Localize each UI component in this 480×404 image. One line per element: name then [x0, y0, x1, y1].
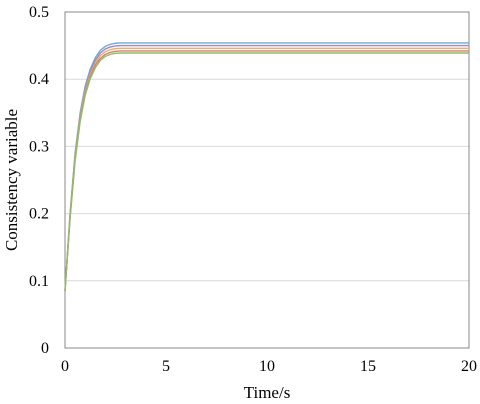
y-tick-label: 0.3	[29, 138, 49, 155]
x-axis-title: Time/s	[244, 383, 291, 402]
gridlines	[65, 78, 469, 282]
x-tick-label: 0	[61, 358, 69, 375]
series-line-2	[64, 44, 469, 291]
y-tick-label: 0.2	[29, 206, 49, 223]
series-group	[64, 42, 469, 291]
y-axis-ticks: 0 0.1 0.2 0.3 0.4 0.5	[29, 4, 49, 357]
y-tick-label: 0.5	[29, 4, 49, 21]
y-tick-label: 0.4	[29, 71, 49, 88]
series-line-4	[64, 50, 469, 291]
x-tick-label: 15	[360, 358, 376, 375]
x-axis-ticks: 0 5 10 15 20	[61, 358, 477, 375]
series-line-1	[64, 42, 469, 291]
x-tick-label: 20	[461, 358, 477, 375]
series-line-3	[64, 47, 469, 291]
x-tick-label: 10	[259, 358, 275, 375]
series-line-5	[64, 52, 469, 291]
y-tick-label: 0	[41, 340, 49, 357]
y-axis-title: Consistency variable	[2, 109, 21, 251]
x-tick-label: 5	[162, 358, 170, 375]
y-tick-label: 0.1	[29, 273, 49, 290]
plot-area-frame	[64, 11, 470, 349]
